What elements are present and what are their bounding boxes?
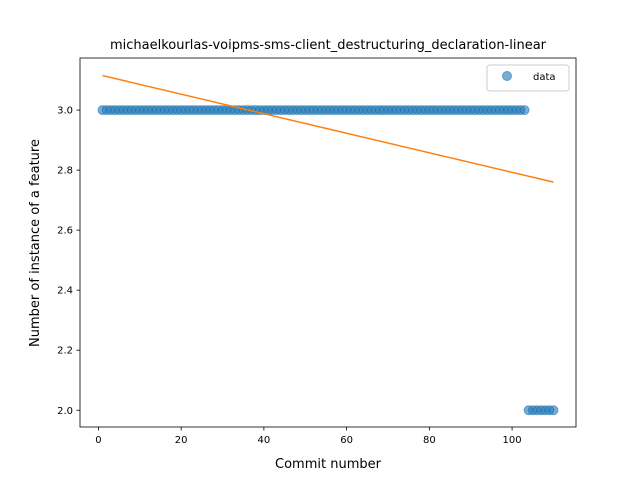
x-axis-label: Commit number [275,457,382,472]
plot-area: 0 20 40 60 80 100 2.0 2.2 2.4 2.6 2.8 3.0 [57,57,577,446]
trend-line [102,74,554,183]
x-tick-label: 20 [175,435,188,446]
y-tick-label: 2.0 [57,406,73,417]
data-point [548,405,559,416]
y-tick-label: 2.2 [57,346,73,357]
legend-label-data: data [533,72,556,83]
legend-box [486,64,570,92]
data-point [519,105,530,116]
y-tick-label: 2.4 [57,286,73,297]
axes-frame [79,57,577,428]
x-tick-label: 100 [503,435,522,446]
y-axis-label: Number of instance of a feature [28,139,43,347]
y-tick-label: 3.0 [57,106,73,117]
x-tick-label: 60 [340,435,353,446]
legend-marker-data [502,71,512,81]
legend: data [486,64,570,92]
x-tick-label: 80 [423,435,436,446]
y-tick-label: 2.8 [57,166,73,177]
x-tick-label: 0 [95,435,101,446]
x-tick-label: 40 [258,435,271,446]
chart-title: michaelkourlas-voipms-sms-client_destruc… [110,38,547,53]
y-tick-label: 2.6 [57,226,73,237]
